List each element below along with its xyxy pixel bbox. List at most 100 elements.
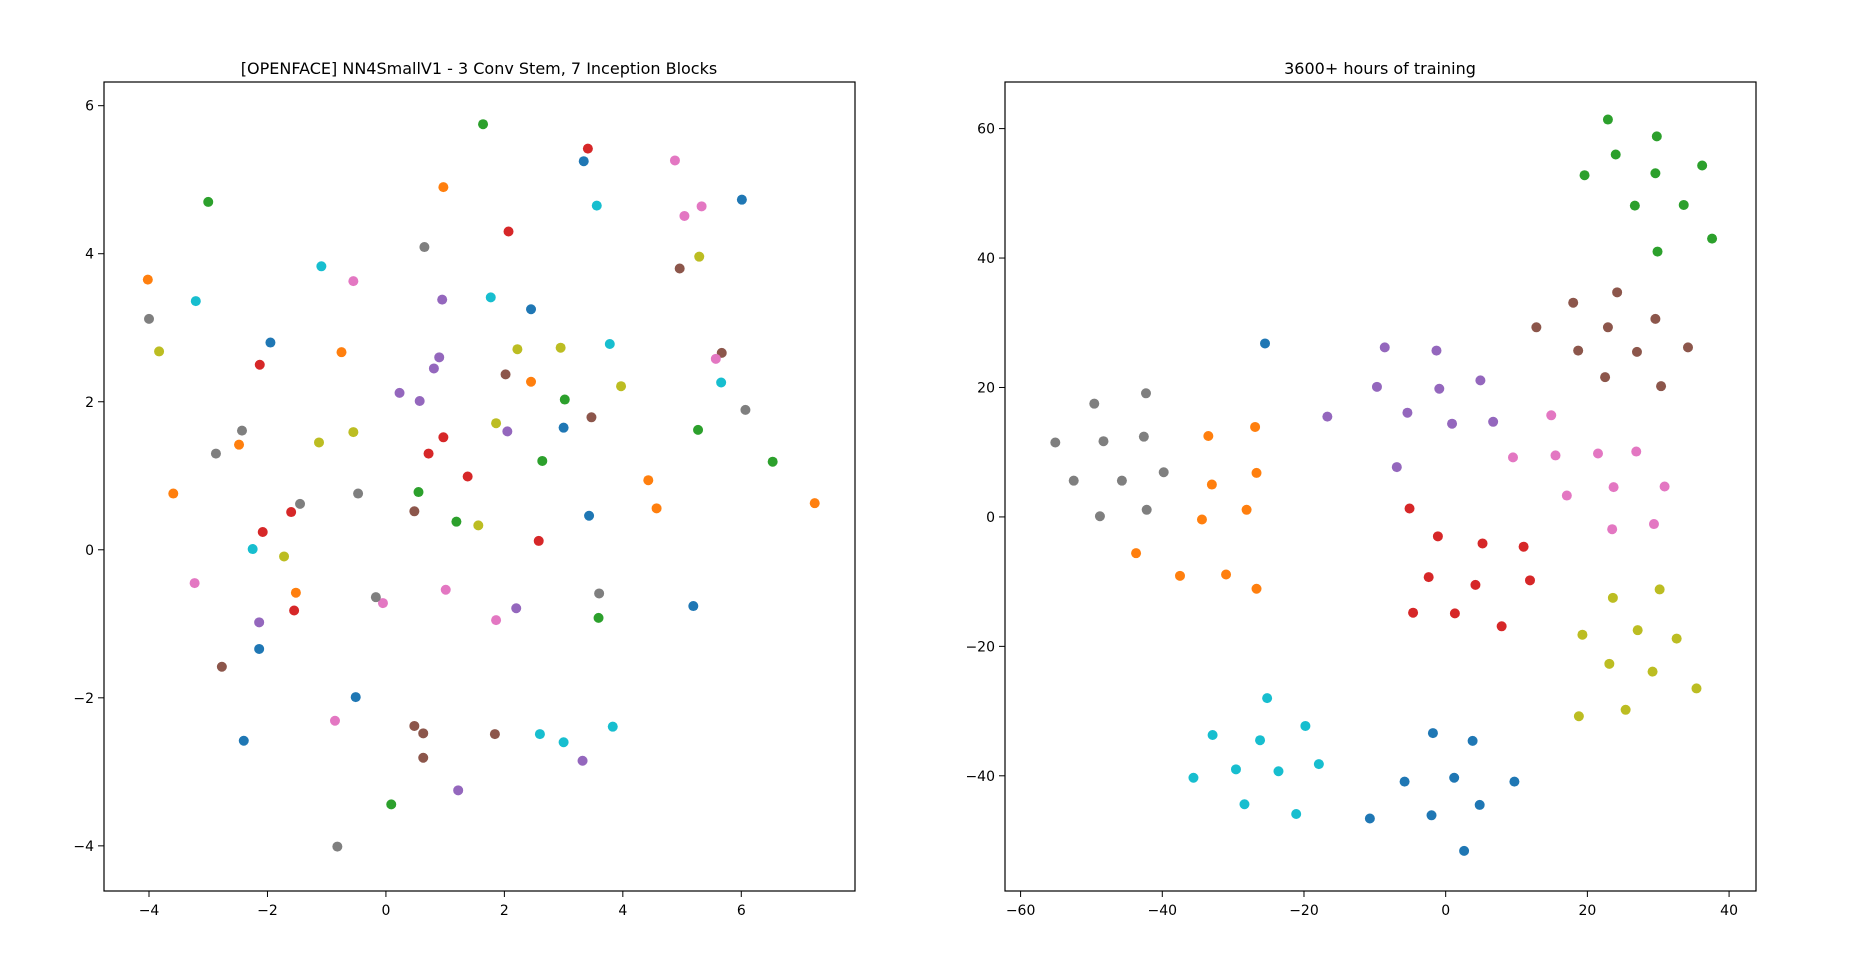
subplot-right-point-series-4 [1322,411,1333,422]
subplot-left-point-series-7 [419,242,430,253]
subplot-left-point-series-0 [526,304,537,315]
subplot-left: [OPENFACE] NN4SmallV1 - 3 Conv Stem, 7 I… [73,59,856,919]
subplot-right-point-series-5 [1650,313,1661,324]
subplot-right-point-series-0 [1260,338,1271,349]
subplot-right-point-series-5 [1612,287,1623,298]
subplot-right-x-tick-label: 0 [1441,903,1450,919]
subplot-left-point-series-2 [478,119,489,130]
subplot-left-point-series-1 [290,587,301,598]
subplot-right-point-series-9 [1188,772,1199,783]
subplot-left-point-series-0 [578,156,589,167]
subplot-right-point-series-8 [1654,584,1665,595]
subplot-right-point-series-7 [1089,398,1100,409]
subplot-right-point-series-1 [1251,467,1262,478]
subplot-right-point-series-2 [1678,199,1689,210]
subplot-left-point-series-4 [437,294,448,305]
subplot-right-point-series-6 [1546,410,1557,421]
subplot-right-point-series-9 [1207,730,1218,741]
subplot-left-point-series-6 [440,584,451,595]
subplot-left-point-series-1 [643,475,654,486]
subplot-left-point-series-8 [512,344,523,355]
subplot-left-point-series-2 [537,455,548,466]
subplot-right-point-series-1 [1251,583,1262,594]
subplot-left-point-series-2 [413,487,424,498]
subplot-left-point-series-5 [489,729,500,740]
subplot-left-point-series-4 [511,603,522,614]
subplot-left-point-series-0 [688,601,699,612]
subplot-left-y-tick-label: −2 [73,691,94,707]
subplot-right-point-series-7 [1140,388,1151,399]
subplot-right-y-tick-label: 20 [977,380,995,396]
subplot-left-point-series-8 [694,251,705,262]
subplot-right-point-series-6 [1607,524,1618,535]
subplot-left-point-series-5 [418,728,429,739]
subplot-left-point-series-8 [491,418,502,429]
subplot-right-point-series-3 [1449,608,1460,619]
subplot-right-point-series-5 [1602,322,1613,333]
subplot-right-point-series-3 [1404,503,1415,514]
subplot-right-point-series-0 [1459,845,1470,856]
subplot-right-point-series-5 [1531,322,1542,333]
subplot-right-point-series-7 [1116,475,1127,486]
subplot-right-frame [1004,81,1757,892]
subplot-right-point-series-0 [1399,776,1410,787]
subplot-right-point-series-4 [1431,345,1442,356]
subplot-left-point-series-7 [370,592,381,603]
subplot-left-point-series-0 [584,510,595,521]
subplot-right-point-series-0 [1509,776,1520,787]
subplot-right-point-series-2 [1579,170,1590,181]
subplot-right-point-series-6 [1550,450,1561,461]
subplot-left-x-tick-label: −4 [139,903,160,919]
subplot-right-y-tick-label: −40 [965,769,995,785]
subplot-right-point-series-0 [1364,813,1375,824]
subplot-left-point-series-5 [409,720,420,731]
subplot-right-point-series-7 [1158,467,1169,478]
subplot-right-x-tick-label: −20 [1289,903,1319,919]
subplot-right-point-series-8 [1573,711,1584,722]
subplot-right-point-series-3 [1518,541,1529,552]
subplot-left-y-tick-label: 4 [85,247,94,263]
subplot-right-point-series-6 [1593,448,1604,459]
subplot-right-point-series-1 [1203,431,1214,442]
subplot-left-point-series-4 [434,352,445,363]
subplot-right-y-tick-label: 40 [977,251,995,267]
subplot-right-point-series-4 [1434,383,1445,394]
subplot-right: 3600+ hours of training −60 −40 −20 0 20 40 −4… [965,59,1757,919]
subplot-right-ticks: −60 −40 −20 0 20 40 −40 −20 0 20 40 60 [965,122,1738,919]
subplot-right-point-series-9 [1239,799,1250,810]
subplot-left-x-tick-label: 4 [618,903,627,919]
subplot-right-point-series-9 [1230,764,1241,775]
subplot-right-point-series-8 [1604,658,1615,669]
subplot-right-point-series-6 [1631,446,1642,457]
subplot-left-point-series-1 [336,347,347,358]
subplot-right-point-series-4 [1488,416,1499,427]
subplot-right-point-series-6 [1659,481,1670,492]
subplot-left-point-series-6 [679,210,690,221]
subplot-left-y-tick-label: −4 [73,839,94,855]
subplot-right-point-series-8 [1647,666,1658,677]
subplot-left-point-series-4 [577,755,588,766]
subplot-right-point-series-9 [1300,720,1311,731]
subplot-right-point-series-6 [1648,519,1659,530]
subplot-left-point-series-7 [210,448,221,459]
subplot-left-point-series-8 [473,520,484,531]
subplot-left-point-series-9 [316,261,327,272]
subplot-left-point-series-6 [669,155,680,166]
subplot-left-point-series-5 [409,506,420,517]
subplot-right-point-series-4 [1475,375,1486,386]
subplot-left-point-series-1 [809,498,820,509]
subplot-right-point-series-5 [1600,372,1611,383]
subplot-left-point-series-3 [582,143,593,154]
subplot-right-point-series-1 [1174,570,1185,581]
subplot-left-point-series-6 [377,598,388,609]
subplot-left-point-series-6 [696,201,707,212]
subplot-right-point-series-1 [1206,479,1217,490]
subplot-right-point-series-5 [1682,342,1693,353]
subplot-left-point-series-7 [740,404,751,415]
subplot-left-point-series-5 [418,752,429,763]
subplot-left-point-series-1 [168,488,179,499]
subplot-right-point-series-4 [1391,462,1402,473]
subplot-left-point-series-4 [428,363,439,374]
subplot-left-title: [OPENFACE] NN4SmallV1 - 3 Conv Stem, 7 I… [241,59,717,78]
